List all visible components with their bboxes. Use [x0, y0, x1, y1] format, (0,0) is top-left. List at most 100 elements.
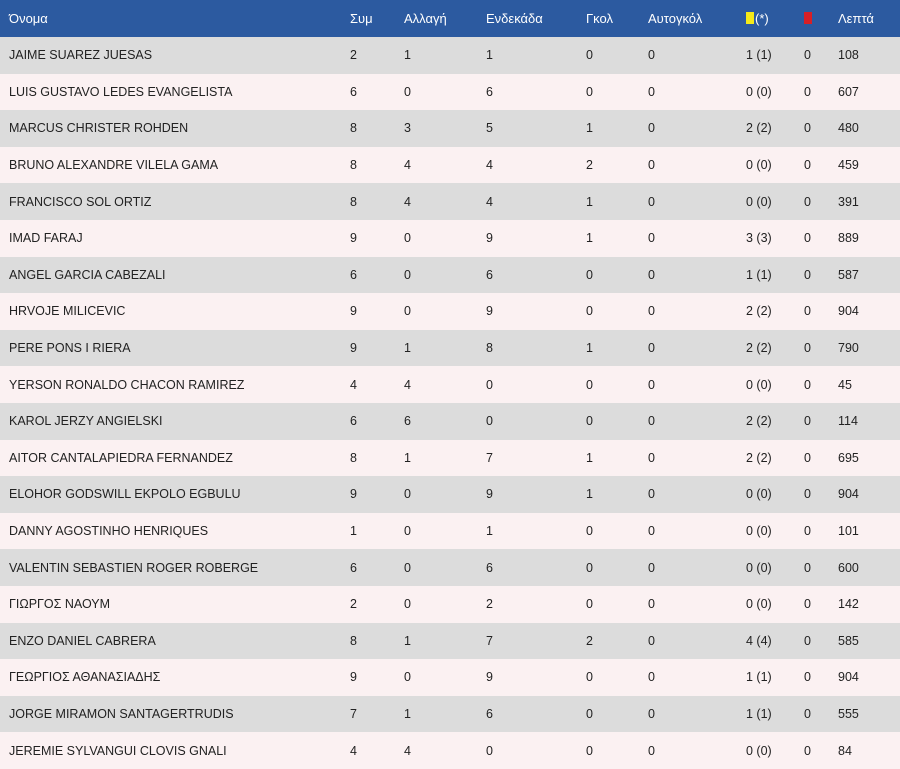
table-row[interactable]: ENZO DANIEL CABRERA 8 1 7 2 0 4 (4) 0 585	[0, 622, 900, 660]
cell-apps: 7	[350, 706, 357, 721]
header-name[interactable]: Όνομα	[9, 11, 48, 26]
cell-starts: 9	[486, 231, 493, 246]
player-name[interactable]: ENZO DANIEL CABRERA	[9, 633, 156, 648]
table-row[interactable]: ΓΕΩΡΓΙΟΣ ΑΘΑΝΑΣΙΑΔΗΣ 9 0 9 0 0 1 (1) 0 904	[0, 659, 900, 696]
header-red-cards[interactable]	[804, 0, 838, 37]
cell-starts: 9	[486, 304, 493, 319]
player-name[interactable]: DANNY AGOSTINHO HENRIQUES	[9, 524, 209, 539]
red-card-icon	[804, 12, 812, 24]
player-name[interactable]: JEREMIE SYLVANGUI CLOVIS GNALI	[9, 743, 227, 758]
cell-goals: 0	[586, 304, 593, 319]
header-minutes[interactable]: Λεπτά	[838, 11, 874, 26]
table-row[interactable]: ANGEL GARCIA CABEZALI 6 0 6 0 0 1 (1) 0 587	[0, 256, 900, 294]
player-name[interactable]: PERE PONS I RIERA	[9, 341, 131, 356]
table-row[interactable]: JAIME SUAREZ JUESAS 2 1 1 0 0 1 (1) 0 108	[0, 37, 900, 74]
cell-starts: 6	[486, 267, 493, 282]
cell-yellow-cards: 1 (1)	[746, 670, 772, 685]
cell-apps: 9	[350, 304, 357, 319]
cell-minutes: 84	[838, 743, 852, 758]
table-row[interactable]: ELOHOR GODSWILL EKPOLO EGBULU 9 0 9 1 0 0 (0) 0…	[0, 476, 900, 513]
table-row[interactable]: PERE PONS I RIERA 9 1 8 1 0 2 (2) 0 790	[0, 329, 900, 367]
table-row[interactable]: LUIS GUSTAVO LEDES EVANGELISTA 6 0 6 0 0 0 (0)…	[0, 73, 900, 111]
table-row[interactable]: FRANCISCO SOL ORTIZ 8 4 4 1 0 0 (0) 0 391	[0, 183, 900, 220]
cell-apps: 6	[350, 267, 357, 282]
cell-starts: 1	[486, 48, 493, 63]
cell-own-goals: 0	[648, 48, 655, 63]
cell-red-cards: 0	[804, 670, 811, 685]
cell-red-cards: 0	[804, 450, 811, 465]
cell-red-cards: 0	[804, 267, 811, 282]
cell-apps: 6	[350, 414, 357, 429]
cell-own-goals: 0	[648, 743, 655, 758]
table-row[interactable]: JEREMIE SYLVANGUI CLOVIS GNALI 4 4 0 0 0 0 (0)…	[0, 732, 900, 769]
cell-minutes: 114	[838, 414, 858, 429]
table-row[interactable]: JORGE MIRAMON SANTAGERTRUDIS 7 1 6 0 0 1 (1) 0 5…	[0, 695, 900, 733]
cell-own-goals: 0	[648, 341, 655, 356]
cell-yellow-cards: 0 (0)	[746, 524, 772, 539]
table-row[interactable]: IMAD FARAJ 9 0 9 1 0 3 (3) 0 889	[0, 219, 900, 257]
header-apps[interactable]: Συμ	[350, 11, 373, 26]
cell-apps: 1	[350, 524, 357, 539]
player-name[interactable]: MARCUS CHRISTER ROHDEN	[9, 121, 189, 136]
cell-starts: 0	[486, 414, 493, 429]
cell-yellow-cards: 2 (2)	[746, 450, 772, 465]
cell-subs: 4	[404, 377, 411, 392]
header-subs[interactable]: Αλλαγή	[404, 11, 447, 26]
cell-own-goals: 0	[648, 450, 655, 465]
header-goals[interactable]: Γκολ	[586, 11, 613, 26]
player-name[interactable]: ELOHOR GODSWILL EKPOLO EGBULU	[9, 487, 241, 502]
cell-own-goals: 0	[648, 633, 655, 648]
player-name[interactable]: ANGEL GARCIA CABEZALI	[9, 267, 166, 282]
cell-goals: 0	[586, 414, 593, 429]
player-name[interactable]: LUIS GUSTAVO LEDES EVANGELISTA	[9, 84, 233, 99]
player-name[interactable]: KAROL JERZY ANGIELSKI	[9, 414, 163, 429]
header-own-goals[interactable]: Αυτογκόλ	[648, 11, 703, 26]
cell-yellow-cards: 1 (1)	[746, 267, 772, 282]
cell-goals: 1	[586, 450, 593, 465]
cell-starts: 9	[486, 487, 493, 502]
cell-subs: 0	[404, 487, 411, 502]
player-name[interactable]: VALENTIN SEBASTIEN ROGER ROBERGE	[9, 560, 259, 575]
cell-yellow-cards: 0 (0)	[746, 194, 772, 209]
table-row[interactable]: ΓΙΩΡΓΟΣ ΝΑΟΥΜ 2 0 2 0 0 0 (0) 0 142	[0, 585, 900, 623]
cell-apps: 8	[350, 158, 357, 173]
cell-own-goals: 0	[648, 267, 655, 282]
table-row[interactable]: DANNY AGOSTINHO HENRIQUES 1 0 1 0 0 0 (0) 0 101	[0, 512, 900, 550]
table-row[interactable]: BRUNO ALEXANDRE VILELA GAMA 8 4 4 2 0 0 (0) 0 45…	[0, 146, 900, 184]
player-name[interactable]: AITOR CANTALAPIEDRA FERNANDEZ	[9, 450, 233, 465]
table-row[interactable]: VALENTIN SEBASTIEN ROGER ROBERGE 6 0 6 0 0 0 (…	[0, 549, 900, 586]
table-row[interactable]: YERSON RONALDO CHACON RAMIREZ 4 4 0 0 0 0 (0) 0…	[0, 366, 900, 403]
player-name[interactable]: ΓΙΩΡΓΟΣ ΝΑΟΥΜ	[9, 597, 111, 612]
cell-apps: 2	[350, 597, 357, 612]
header-yellow-cards[interactable]: (*)	[746, 0, 804, 37]
player-name[interactable]: JAIME SUAREZ JUESAS	[9, 48, 153, 63]
player-name[interactable]: ΓΕΩΡΓΙΟΣ ΑΘΑΝΑΣΙΑΔΗΣ	[9, 670, 161, 685]
cell-own-goals: 0	[648, 377, 655, 392]
cell-own-goals: 0	[648, 121, 655, 136]
player-name[interactable]: JORGE MIRAMON SANTAGERTRUDIS	[9, 706, 234, 721]
yellow-card-icon	[746, 12, 754, 24]
player-name[interactable]: HRVOJE MILICEVIC	[9, 304, 126, 319]
table-row[interactable]: HRVOJE MILICEVIC 9 0 9 0 0 2 (2) 0 904	[0, 293, 900, 330]
header-starts[interactable]: Ενδεκάδα	[486, 11, 543, 26]
player-name[interactable]: IMAD FARAJ	[9, 231, 83, 246]
player-name[interactable]: YERSON RONALDO CHACON RAMIREZ	[9, 377, 245, 392]
cell-minutes: 45	[838, 377, 852, 392]
cell-goals: 1	[586, 194, 593, 209]
cell-red-cards: 0	[804, 84, 811, 99]
cell-starts: 6	[486, 84, 493, 99]
player-name[interactable]: FRANCISCO SOL ORTIZ	[9, 194, 152, 209]
table-row[interactable]: MARCUS CHRISTER ROHDEN 8 3 5 1 0 2 (2) 0 480	[0, 110, 900, 147]
cell-red-cards: 0	[804, 524, 811, 539]
cell-yellow-cards: 1 (1)	[746, 706, 772, 721]
cell-goals: 2	[586, 158, 593, 173]
player-name[interactable]: BRUNO ALEXANDRE VILELA GAMA	[9, 158, 219, 173]
cell-goals: 0	[586, 706, 593, 721]
cell-subs: 1	[404, 633, 411, 648]
table-row[interactable]: AITOR CANTALAPIEDRA FERNANDEZ 8 1 7 1 0 2 (2) 0…	[0, 439, 900, 477]
table-row[interactable]: KAROL JERZY ANGIELSKI 6 6 0 0 0 2 (2) 0 114	[0, 402, 900, 440]
cell-red-cards: 0	[804, 194, 811, 209]
cell-apps: 9	[350, 487, 357, 502]
cell-goals: 1	[586, 231, 593, 246]
